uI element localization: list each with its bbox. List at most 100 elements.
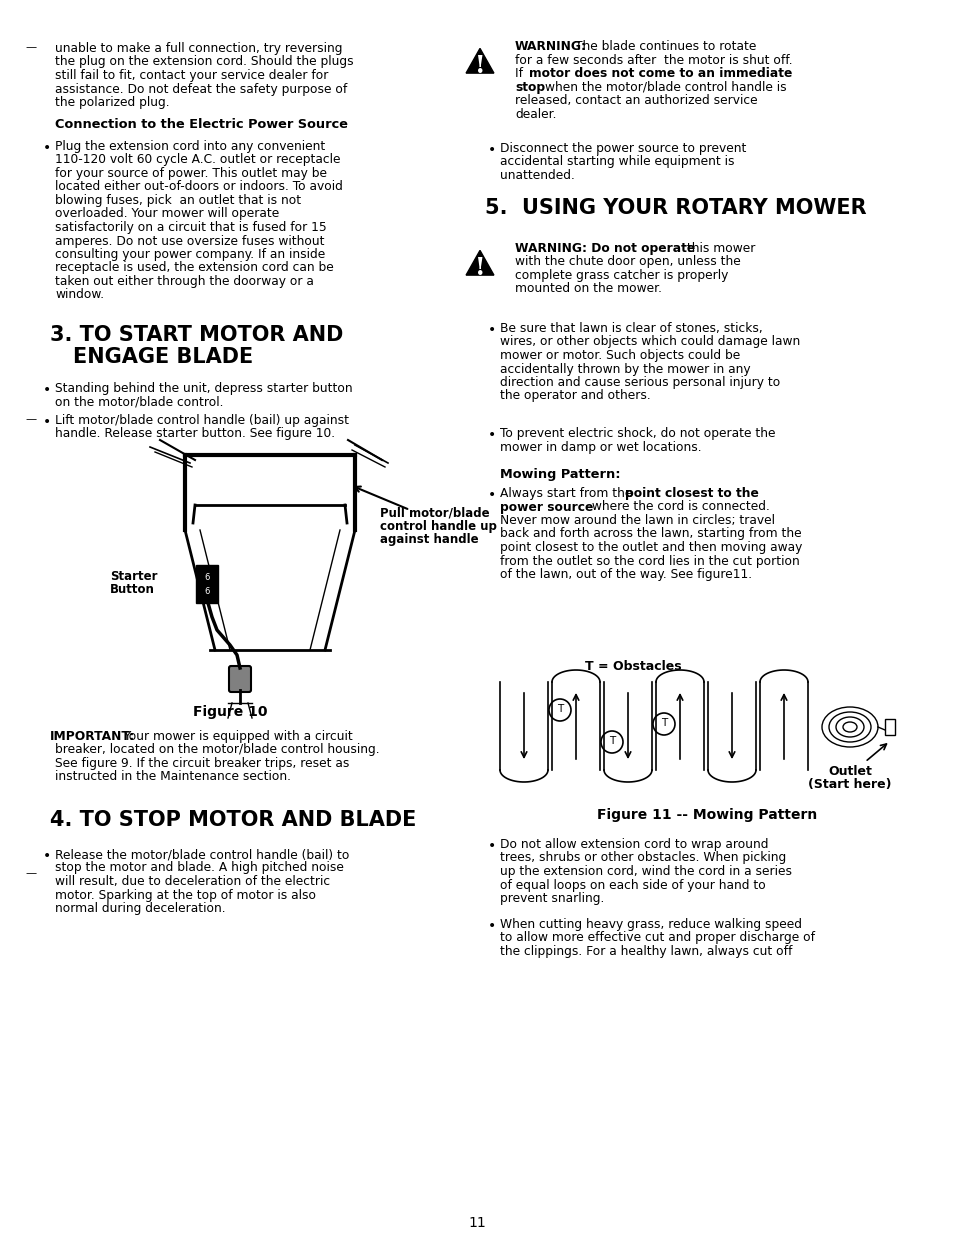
Text: stop the motor and blade. A high pitched noise: stop the motor and blade. A high pitched…	[55, 861, 343, 875]
Text: —: —	[25, 868, 36, 878]
Text: Always start from the: Always start from the	[499, 487, 636, 500]
Text: accidental starting while equipment is: accidental starting while equipment is	[499, 156, 734, 168]
Text: mower in damp or wet locations.: mower in damp or wet locations.	[499, 441, 700, 454]
Text: normal during deceleration.: normal during deceleration.	[55, 902, 226, 915]
Text: stop: stop	[515, 81, 544, 93]
Text: against handle: against handle	[379, 533, 478, 546]
Text: 3. TO START MOTOR AND: 3. TO START MOTOR AND	[50, 325, 343, 345]
Text: •: •	[488, 839, 496, 854]
Text: ENGAGE BLADE: ENGAGE BLADE	[73, 346, 253, 368]
Text: breaker, located on the motor/blade control housing.: breaker, located on the motor/blade cont…	[55, 744, 379, 756]
Text: the clippings. For a healthy lawn, always cut off: the clippings. For a healthy lawn, alway…	[499, 944, 792, 958]
Text: Do not allow extension cord to wrap around: Do not allow extension cord to wrap arou…	[499, 839, 768, 851]
Text: of equal loops on each side of your hand to: of equal loops on each side of your hand…	[499, 878, 765, 891]
Text: when the motor/blade control handle is: when the motor/blade control handle is	[544, 81, 786, 93]
Text: •: •	[488, 427, 496, 442]
Text: Figure 10: Figure 10	[193, 705, 267, 719]
Text: Figure 11 -- Mowing Pattern: Figure 11 -- Mowing Pattern	[597, 807, 817, 822]
Text: amperes. Do not use oversize fuses without: amperes. Do not use oversize fuses witho…	[55, 234, 324, 248]
Text: If: If	[515, 67, 526, 80]
FancyBboxPatch shape	[195, 564, 218, 603]
Text: Be sure that lawn is clear of stones, sticks,: Be sure that lawn is clear of stones, st…	[499, 321, 762, 335]
Text: IMPORTANT:: IMPORTANT:	[50, 730, 135, 743]
Text: for a few seconds after  the motor is shut off.: for a few seconds after the motor is shu…	[515, 54, 792, 66]
Text: dealer.: dealer.	[515, 107, 556, 121]
Text: Mowing Pattern:: Mowing Pattern:	[499, 468, 619, 481]
Ellipse shape	[842, 721, 856, 731]
Text: receptacle is used, the extension cord can be: receptacle is used, the extension cord c…	[55, 262, 334, 274]
Text: WARNING: Do not operate: WARNING: Do not operate	[515, 242, 695, 255]
Text: (Start here): (Start here)	[807, 778, 891, 791]
Text: this mower: this mower	[682, 242, 755, 255]
Text: motor. Sparking at the top of motor is also: motor. Sparking at the top of motor is a…	[55, 888, 315, 902]
Text: complete grass catcher is properly: complete grass catcher is properly	[515, 269, 727, 282]
Text: 110-120 volt 60 cycle A.C. outlet or receptacle: 110-120 volt 60 cycle A.C. outlet or rec…	[55, 153, 340, 167]
Text: assistance. Do not defeat the safety purpose of: assistance. Do not defeat the safety pur…	[55, 82, 347, 96]
Text: Your mower is equipped with a circuit: Your mower is equipped with a circuit	[123, 730, 353, 743]
Text: Lift motor/blade control handle (bail) up against: Lift motor/blade control handle (bail) u…	[55, 414, 349, 427]
Text: •: •	[488, 323, 496, 336]
Text: mounted on the mower.: mounted on the mower.	[515, 283, 661, 295]
Text: with the chute door open, unless the: with the chute door open, unless the	[515, 255, 740, 268]
Text: the operator and others.: the operator and others.	[499, 390, 650, 402]
Text: point closest to the outlet and then moving away: point closest to the outlet and then mov…	[499, 541, 801, 554]
Text: Standing behind the unit, depress starter button: Standing behind the unit, depress starte…	[55, 383, 353, 395]
Text: point closest to the: point closest to the	[624, 487, 758, 500]
Text: 6: 6	[204, 587, 210, 596]
Text: —: —	[25, 42, 36, 52]
Text: instructed in the Maintenance section.: instructed in the Maintenance section.	[55, 770, 291, 784]
Text: where the cord is connected.: where the cord is connected.	[587, 501, 769, 513]
Text: unattended.: unattended.	[499, 169, 575, 182]
Text: See figure 9. If the circuit breaker trips, reset as: See figure 9. If the circuit breaker tri…	[55, 758, 349, 770]
Text: •: •	[43, 141, 51, 155]
Text: prevent snarling.: prevent snarling.	[499, 892, 604, 905]
Text: accidentally thrown by the mower in any: accidentally thrown by the mower in any	[499, 363, 750, 375]
Text: —: —	[25, 414, 36, 424]
Text: to allow more effective cut and proper discharge of: to allow more effective cut and proper d…	[499, 932, 814, 944]
FancyBboxPatch shape	[229, 667, 251, 692]
Text: Starter: Starter	[110, 569, 157, 583]
Text: Plug the extension cord into any convenient: Plug the extension cord into any conveni…	[55, 140, 325, 153]
Text: for your source of power. This outlet may be: for your source of power. This outlet ma…	[55, 167, 327, 179]
Text: of the lawn, out of the way. See figure11.: of the lawn, out of the way. See figure1…	[499, 568, 751, 581]
Text: direction and cause serious personal injury to: direction and cause serious personal inj…	[499, 376, 780, 389]
Text: T: T	[660, 718, 666, 728]
Text: consulting your power company. If an inside: consulting your power company. If an ins…	[55, 248, 325, 260]
Text: To prevent electric shock, do not operate the: To prevent electric shock, do not operat…	[499, 427, 775, 440]
Text: Connection to the Electric Power Source: Connection to the Electric Power Source	[55, 118, 348, 131]
Text: •: •	[43, 383, 51, 397]
Text: the plug on the extension cord. Should the plugs: the plug on the extension cord. Should t…	[55, 56, 354, 69]
Text: motor does not come to an immediate: motor does not come to an immediate	[529, 67, 792, 80]
Text: still fail to fit, contact your service dealer for: still fail to fit, contact your service …	[55, 69, 328, 82]
Text: handle. Release starter button. See figure 10.: handle. Release starter button. See figu…	[55, 427, 335, 441]
Text: 6: 6	[204, 572, 210, 582]
Text: WARNING:: WARNING:	[515, 40, 586, 54]
Ellipse shape	[821, 706, 877, 748]
Text: T: T	[557, 704, 562, 714]
Text: blowing fuses, pick  an outlet that is not: blowing fuses, pick an outlet that is no…	[55, 194, 301, 207]
Ellipse shape	[828, 711, 870, 743]
Text: Release the motor/blade control handle (bail) to: Release the motor/blade control handle (…	[55, 849, 349, 861]
Polygon shape	[466, 49, 494, 74]
Text: !: !	[475, 54, 485, 78]
Text: Disconnect the power source to prevent: Disconnect the power source to prevent	[499, 142, 745, 155]
Text: up the extension cord, wind the cord in a series: up the extension cord, wind the cord in …	[499, 865, 791, 878]
Text: •: •	[43, 415, 51, 429]
Text: Pull motor/blade: Pull motor/blade	[379, 507, 489, 520]
Text: •: •	[488, 920, 496, 933]
Text: unable to make a full connection, try reversing: unable to make a full connection, try re…	[55, 42, 342, 55]
Text: trees, shrubs or other obstacles. When picking: trees, shrubs or other obstacles. When p…	[499, 851, 785, 865]
Text: •: •	[488, 488, 496, 502]
Text: window.: window.	[55, 289, 104, 302]
Text: When cutting heavy grass, reduce walking speed: When cutting heavy grass, reduce walking…	[499, 918, 801, 931]
Text: Button: Button	[110, 583, 154, 596]
Polygon shape	[466, 250, 494, 275]
Text: located either out-of-doors or indoors. To avoid: located either out-of-doors or indoors. …	[55, 181, 342, 193]
Text: control handle up: control handle up	[379, 520, 497, 533]
Text: overloaded. Your mower will operate: overloaded. Your mower will operate	[55, 208, 279, 221]
Bar	[884, 719, 894, 735]
Text: !: !	[475, 255, 485, 280]
Text: will result, due to deceleration of the electric: will result, due to deceleration of the …	[55, 875, 330, 888]
Text: power source: power source	[499, 501, 593, 513]
Text: 5.  USING YOUR ROTARY MOWER: 5. USING YOUR ROTARY MOWER	[484, 198, 865, 218]
